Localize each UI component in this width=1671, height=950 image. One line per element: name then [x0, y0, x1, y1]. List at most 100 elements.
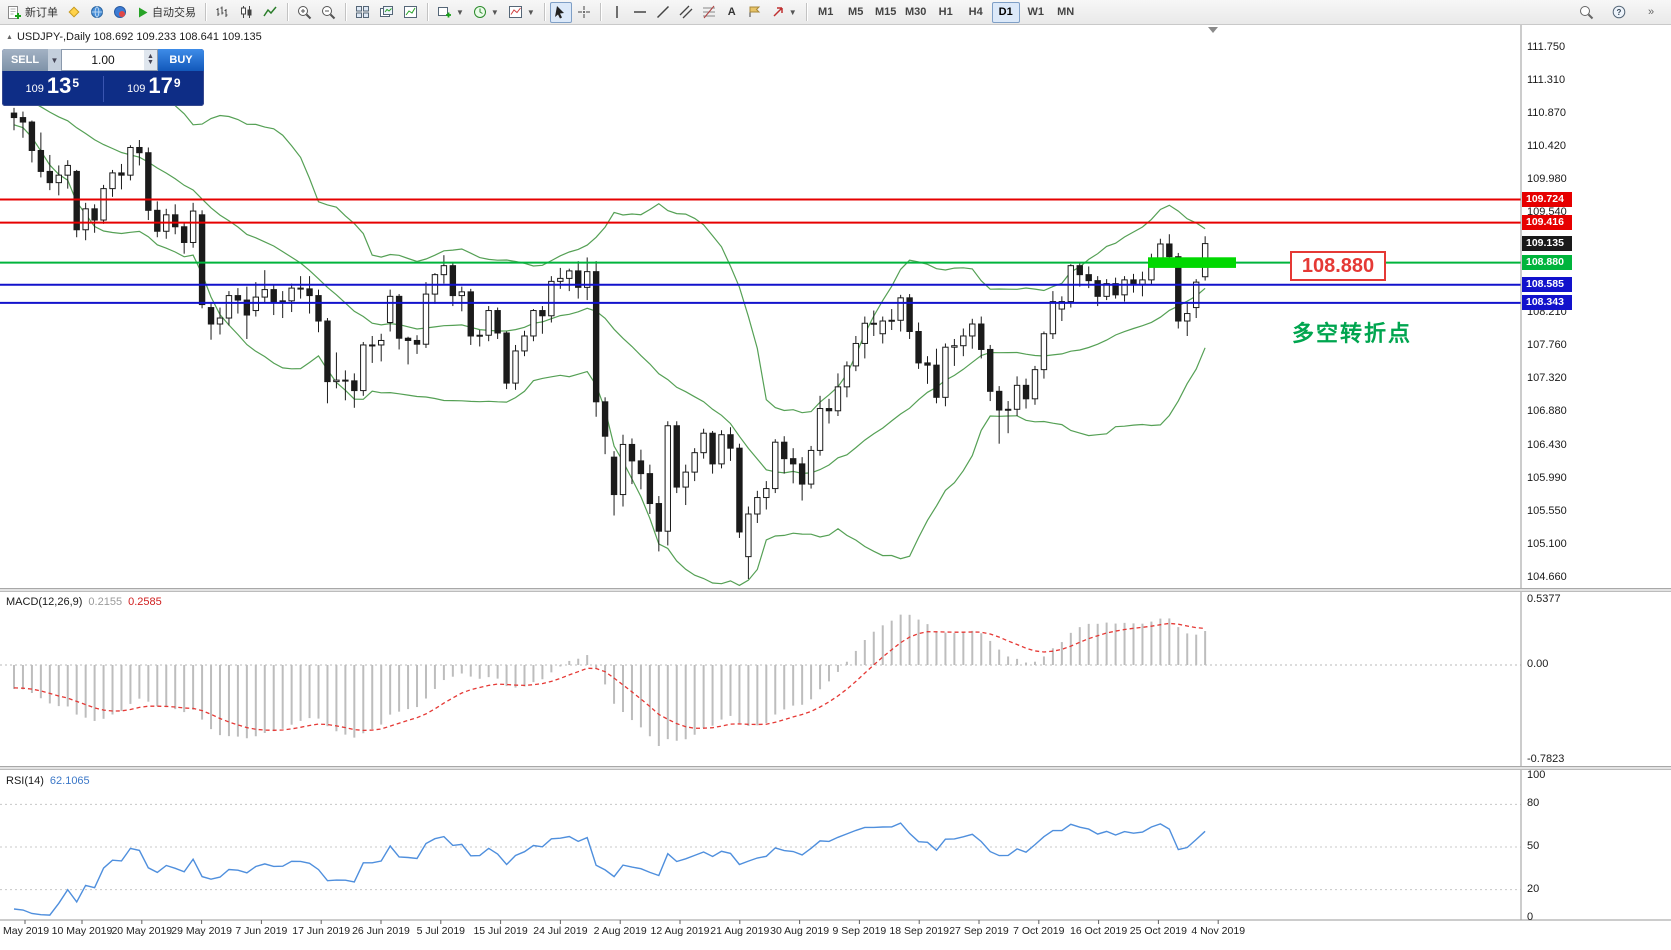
volume-input[interactable] [62, 50, 144, 70]
new-chart-icon [438, 7, 451, 18]
bollinger-upper-band [13, 52, 1206, 414]
candle [369, 335, 376, 363]
templates-button[interactable] [399, 2, 422, 23]
timeframe-button-M1[interactable]: M1 [818, 6, 834, 18]
candle [324, 318, 331, 404]
candle [870, 310, 877, 336]
date-axis-label: 30 Aug 2019 [770, 925, 830, 937]
new-order-button[interactable]: 新订单 [3, 2, 62, 23]
periods-button[interactable]: ▼ [469, 2, 503, 23]
arrows-tool-button[interactable]: ▼ [767, 2, 801, 23]
new-chart-button[interactable]: ▼ [433, 2, 468, 23]
sell-options-caret-icon[interactable]: ▼ [48, 49, 61, 71]
candle [261, 270, 268, 304]
stepper-down-icon[interactable]: ▼ [147, 59, 154, 66]
horizontal-line-tool-button[interactable] [629, 2, 651, 23]
label-tool-button[interactable] [744, 2, 766, 23]
timeframe-button-H1[interactable]: H1 [938, 6, 953, 18]
zoom-in-button[interactable] [293, 2, 316, 23]
candle [969, 318, 976, 349]
svg-text:?: ? [1617, 8, 1622, 17]
horizontal-line-icon [633, 11, 646, 13]
bar-chart-mode-button[interactable] [211, 2, 234, 23]
date-axis-label: 16 Oct 2019 [1069, 925, 1128, 937]
profiles-icon [380, 6, 393, 17]
candle [315, 289, 322, 333]
community-icon [114, 6, 126, 18]
candle [700, 428, 707, 459]
toolbar-separator [205, 3, 206, 21]
zoom-out-button[interactable] [317, 2, 340, 23]
chart-shift-marker[interactable] [1208, 27, 1218, 33]
templates-icon [404, 6, 417, 18]
timeframe-button-D1[interactable]: D1 [991, 1, 1020, 23]
date-axis-label: 29 May 2019 [171, 925, 232, 937]
community-button[interactable] [109, 2, 131, 23]
bid-point: 5 [72, 76, 80, 90]
candle [64, 160, 71, 189]
macd-signal-value: 0.2585 [128, 596, 162, 608]
chart-chrome [0, 25, 1671, 924]
candle-chart-mode-button[interactable] [235, 2, 258, 23]
panel-collapse-icon[interactable]: ▲ [6, 33, 13, 41]
vertical-line-tool-button[interactable] [606, 2, 628, 23]
autotrade-button[interactable]: 自动交易 [132, 2, 200, 23]
text-tool-button[interactable]: A [721, 2, 743, 23]
pane-separator[interactable] [0, 766, 1671, 770]
buy-button[interactable]: BUY [158, 49, 204, 71]
timeframe-button-M5[interactable]: M5 [848, 6, 864, 18]
candle [987, 344, 994, 402]
tile-windows-button[interactable] [351, 2, 374, 23]
pane-separator[interactable] [0, 588, 1671, 592]
profiles-button[interactable] [375, 2, 398, 23]
volume-stepper[interactable]: ▲ ▼ [144, 50, 157, 70]
channel-icon [679, 5, 693, 19]
signals-button[interactable] [86, 2, 108, 23]
indicators-icon [508, 6, 522, 18]
line-chart-mode-button[interactable] [259, 2, 282, 23]
rsi-label: RSI(14) 62.1065 [6, 775, 90, 787]
timeframe-button-MN[interactable]: MN [1057, 6, 1075, 18]
bid-price[interactable]: 109 13 5 [2, 75, 103, 101]
search-button[interactable] [1575, 2, 1598, 23]
toolbar-separator [805, 3, 807, 21]
crosshair-tool-button[interactable] [573, 2, 595, 23]
toolbar-overflow-button[interactable]: » [1647, 6, 1655, 18]
highlight-rectangle[interactable] [1148, 257, 1236, 268]
candle [655, 496, 663, 552]
market-button[interactable] [63, 2, 85, 23]
candle [843, 361, 851, 398]
candle [1076, 262, 1083, 287]
ask-price[interactable]: 109 17 9 [104, 75, 205, 101]
candle [942, 343, 949, 407]
bid-handle: 109 [25, 83, 44, 95]
channel-tool-button[interactable] [675, 2, 697, 23]
line-chart-icon [263, 6, 277, 17]
candle [342, 370, 349, 401]
timeframe-button-H4[interactable]: H4 [968, 6, 983, 18]
candle [834, 373, 842, 417]
candle [727, 427, 734, 461]
price-axis-label: 110.420 [1527, 140, 1566, 153]
fibonacci-tool-button[interactable] [698, 2, 720, 23]
candle [933, 348, 940, 404]
indicators-button[interactable]: ▼ [504, 2, 539, 23]
timeframe-button-M15[interactable]: M15 [874, 6, 897, 18]
help-button[interactable]: ? [1608, 2, 1630, 23]
candle [351, 373, 358, 408]
timeframe-button-W1[interactable]: W1 [1027, 6, 1044, 18]
trendline-tool-button[interactable] [652, 2, 674, 23]
candle [763, 481, 770, 510]
timeframe-button-M30[interactable]: M30 [904, 6, 927, 18]
candle [772, 439, 779, 494]
signals-globe-icon [91, 6, 103, 18]
timeframe-group: M1 M5 M15 M30 H1 H4 D1 W1 MN [812, 1, 1080, 23]
rsi-value: 62.1065 [49, 775, 90, 787]
stepper-up-icon[interactable]: ▲ [147, 53, 154, 60]
sell-button[interactable]: SELL [2, 49, 48, 71]
pivot-note-text: 多空转折点 [1292, 321, 1413, 346]
candle [1103, 279, 1110, 301]
cursor-tool-button[interactable] [549, 1, 572, 23]
